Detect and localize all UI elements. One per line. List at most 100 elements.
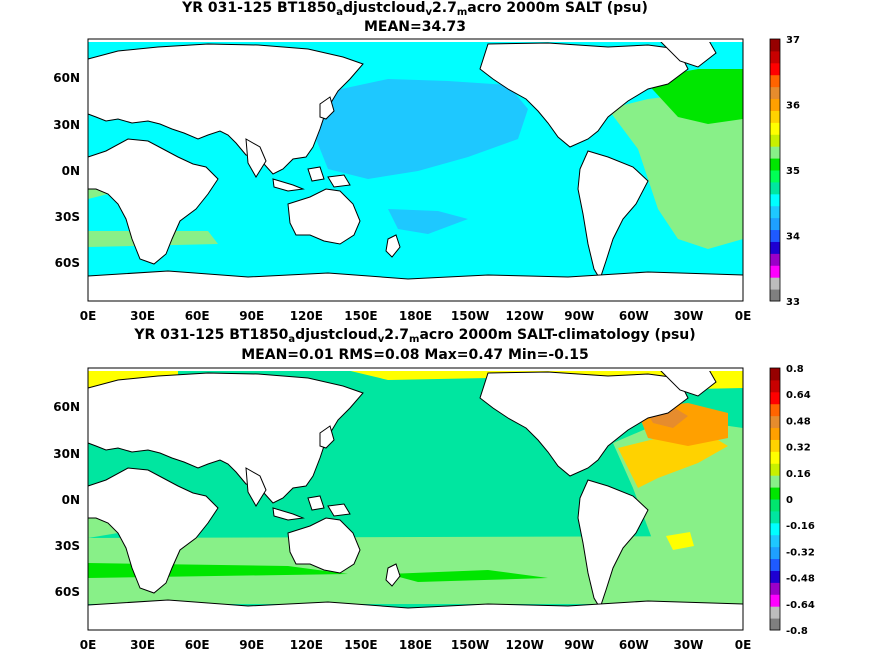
colorbar-label: -0.32 [786, 547, 815, 558]
colorbar-swatch [770, 379, 780, 393]
colorbar-swatch [770, 62, 780, 76]
lon-label: 120W [506, 309, 544, 323]
lon-label: 60E [185, 638, 210, 652]
colorbar-swatch [770, 534, 780, 548]
colorbar-swatch [770, 193, 780, 207]
colorbar-swatch [770, 368, 780, 381]
lat-label: 30N [53, 118, 80, 132]
lon-label: 60W [619, 638, 649, 652]
colorbar-swatch [770, 265, 780, 278]
colorbar-swatch [770, 86, 780, 100]
colorbar-swatch [770, 499, 780, 512]
colorbar-swatch [770, 439, 780, 452]
colorbar-frame [769, 367, 781, 631]
colorbar-swatch [770, 146, 780, 159]
lat-label: 60S [55, 256, 80, 270]
colorbar-swatch [770, 618, 780, 631]
colorbar-swatch [770, 170, 780, 183]
lon-label: 180E [399, 309, 432, 323]
colorbar-swatch [770, 582, 780, 595]
colorbar-label: 0.32 [786, 443, 811, 454]
colorbar-swatch [770, 427, 780, 440]
lon-label: 30W [673, 638, 703, 652]
lat-label: 60S [55, 585, 80, 599]
lon-label: 120W [506, 638, 544, 652]
colorbar-swatch [770, 451, 780, 464]
map-frame [87, 367, 744, 631]
southern-green-band-2 [388, 570, 548, 582]
colorbar-swatch [770, 570, 780, 583]
colorbar-swatch [770, 217, 780, 231]
colorbar-swatch [770, 241, 780, 254]
colorbar-label: 0.64 [786, 390, 811, 401]
colorbar-swatch [770, 122, 780, 135]
lon-label: 150W [451, 309, 489, 323]
lon-label: 30E [130, 309, 155, 323]
southern-light-band [88, 536, 743, 604]
colorbar-swatch [770, 558, 780, 571]
colorbar-swatch [770, 546, 780, 560]
south-atlantic-yellow [666, 532, 694, 550]
lon-label: 30E [130, 638, 155, 652]
colorbar-label: -0.16 [786, 521, 815, 532]
colorbar-swatch [770, 50, 780, 64]
lon-label: 0E [80, 309, 97, 323]
colorbar-swatch [770, 606, 780, 619]
lon-label: 60E [185, 309, 210, 323]
lat-label: 60N [53, 71, 80, 85]
colorbar-swatch [770, 475, 780, 488]
colorbar-label: 35 [786, 166, 800, 177]
colorbar-swatch [770, 415, 780, 429]
map-panel-2 [87, 367, 744, 631]
colorbar-swatch [770, 134, 780, 147]
lon-label: 150E [344, 309, 377, 323]
lon-label: 120E [290, 309, 323, 323]
colorbar-swatch [770, 487, 780, 500]
lon-label: 0E [80, 638, 97, 652]
lon-label: 60W [619, 309, 649, 323]
atlantic-yellow [618, 434, 728, 488]
map-panel-1 [87, 38, 744, 302]
colorbar-label: -0.8 [786, 626, 808, 637]
colorbar-swatch [770, 229, 780, 242]
lat-label: 30S [55, 210, 80, 224]
colorbar-swatch [770, 277, 780, 290]
colorbar-swatch [770, 98, 780, 111]
lon-label: 90E [239, 309, 264, 323]
atlantic-green-region [608, 94, 743, 249]
colorbar-swatch [770, 74, 780, 88]
colorbar-label: 0.48 [786, 416, 811, 427]
colorbar-label: -0.64 [786, 600, 815, 611]
colorbar-swatch [770, 110, 780, 123]
lon-label: 180E [399, 638, 432, 652]
lon-label: 150E [344, 638, 377, 652]
lat-label: 60N [53, 400, 80, 414]
lon-label: 120E [290, 638, 323, 652]
colorbar-swatch [770, 463, 780, 476]
lon-label: 90E [239, 638, 264, 652]
lon-label: 0E [735, 309, 752, 323]
colorbar-label: 34 [786, 232, 800, 243]
lon-label: 90W [564, 638, 594, 652]
lat-label: 30N [53, 447, 80, 461]
colorbar-label: 0.16 [786, 469, 811, 480]
colorbar-label: 37 [786, 35, 800, 46]
colorbar-swatch [770, 253, 780, 266]
colorbar-frame [769, 38, 781, 302]
panel1-stats: MEAN=34.73 [363, 19, 467, 35]
colorbar-swatch [770, 594, 780, 607]
colorbar-swatch [770, 181, 780, 195]
map-frame [87, 38, 744, 302]
colorbar-swatch [770, 403, 780, 417]
panel2-stats: MEAN=0.01 RMS=0.08 Max=0.47 Min=-0.15 [241, 347, 589, 363]
colorbar-swatch [770, 39, 780, 52]
colorbar-label: 33 [786, 297, 800, 308]
colorbar-label: -0.48 [786, 574, 815, 585]
panel1-title: YR 031-125 BT1850adjustcloudv2.7macro 20… [182, 0, 648, 18]
lat-label: 0N [62, 164, 80, 178]
pacific-blue-region [316, 79, 528, 179]
lon-label: 150W [451, 638, 489, 652]
lon-label: 0E [735, 638, 752, 652]
colorbar-label: 36 [786, 101, 800, 112]
